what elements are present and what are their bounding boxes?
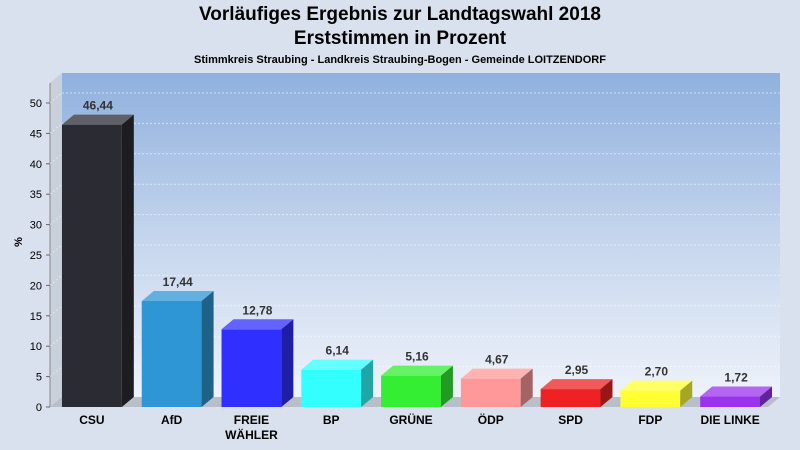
bar-side xyxy=(121,114,134,407)
data-label: 12,78 xyxy=(242,303,272,317)
x-tick-label: FREIE WÄHLER xyxy=(225,413,278,442)
x-tick-label: DIE LINKE xyxy=(700,413,759,427)
y-tick-label: 5 xyxy=(36,372,42,384)
bar-top xyxy=(540,379,613,390)
bar: 6,14 xyxy=(301,344,374,407)
y-tick-label: 15 xyxy=(30,311,42,323)
data-label: 1,72 xyxy=(724,371,748,385)
data-label: 2,95 xyxy=(565,363,589,377)
bar-front xyxy=(141,300,202,407)
bar-front xyxy=(381,375,441,407)
bar-side xyxy=(440,365,453,407)
bar-side xyxy=(201,290,214,407)
gridline-side xyxy=(49,244,63,256)
bar-front xyxy=(620,390,681,407)
y-tick-label: 10 xyxy=(30,341,42,353)
bar: 5,16 xyxy=(381,350,453,407)
bar-front xyxy=(301,369,362,407)
gridline-side xyxy=(49,275,63,286)
gridline-side xyxy=(49,92,63,104)
bar-side xyxy=(680,380,693,407)
x-tick-label: CSU xyxy=(79,413,104,427)
x-tick-label: FDP xyxy=(638,413,662,427)
x-tick-label: AfD xyxy=(161,413,183,427)
chart-caption: Stimmkreis Straubing - Landkreis Straubi… xyxy=(194,54,606,66)
y-tick-label: 50 xyxy=(30,98,42,110)
gridline-side xyxy=(49,123,63,134)
gridline-side xyxy=(49,305,63,317)
bar-top xyxy=(381,365,453,376)
gridline-side xyxy=(49,214,63,225)
bar: 2,95 xyxy=(540,363,613,407)
bar-side xyxy=(281,319,294,407)
y-tick-label: 30 xyxy=(30,220,42,232)
bar: 2,70 xyxy=(620,365,693,407)
bar: 4,67 xyxy=(460,353,533,407)
bar-top xyxy=(700,386,773,397)
bar: 46,44 xyxy=(61,99,134,407)
plot-side-wall xyxy=(50,73,62,407)
data-label: 2,70 xyxy=(645,365,669,379)
x-tick-label: SPD xyxy=(558,413,583,427)
chart-subtitle: Erststimmen in Prozent xyxy=(293,28,507,49)
bar-side xyxy=(520,368,533,407)
bar-top xyxy=(620,380,693,391)
x-tick-label: BP xyxy=(323,413,340,427)
data-label: 5,16 xyxy=(405,350,429,364)
data-label: 6,14 xyxy=(326,344,350,358)
data-label: 17,44 xyxy=(163,275,193,289)
y-tick-label: 40 xyxy=(30,159,42,171)
gridline-side xyxy=(49,153,63,165)
bar-front xyxy=(61,124,122,407)
y-tick-label: 20 xyxy=(30,280,42,292)
data-label: 4,67 xyxy=(485,353,509,367)
bar-side xyxy=(361,359,374,407)
bar-front xyxy=(540,389,601,407)
y-tick-label: 45 xyxy=(30,128,42,140)
gridline-side xyxy=(49,183,63,195)
bar-top xyxy=(460,368,533,379)
bar: 1,72 xyxy=(700,371,773,407)
y-tick-label: 35 xyxy=(30,189,42,201)
bar-top xyxy=(301,359,374,370)
bar-front xyxy=(221,329,282,407)
bar-front xyxy=(700,396,761,407)
bar-side xyxy=(760,386,773,407)
y-tick-label: 0 xyxy=(36,402,42,414)
y-tick-label: 25 xyxy=(30,250,42,262)
data-label: 46,44 xyxy=(83,99,113,113)
bar-side xyxy=(600,379,613,407)
bar: 17,44 xyxy=(141,275,214,407)
bar-top xyxy=(221,319,294,330)
gridline-side xyxy=(49,335,63,347)
bar-top xyxy=(61,114,134,125)
chart-title: Vorläufiges Ergebnis zur Landtagswahl 20… xyxy=(199,4,601,25)
bar-front xyxy=(460,378,521,407)
bar-top xyxy=(141,290,214,301)
bar: 12,78 xyxy=(221,303,294,407)
x-tick-label: ÖDP xyxy=(478,412,504,427)
gridline-side xyxy=(49,366,63,377)
y-axis-label: % xyxy=(13,237,25,247)
x-tick-label: GRÜNE xyxy=(389,412,432,427)
